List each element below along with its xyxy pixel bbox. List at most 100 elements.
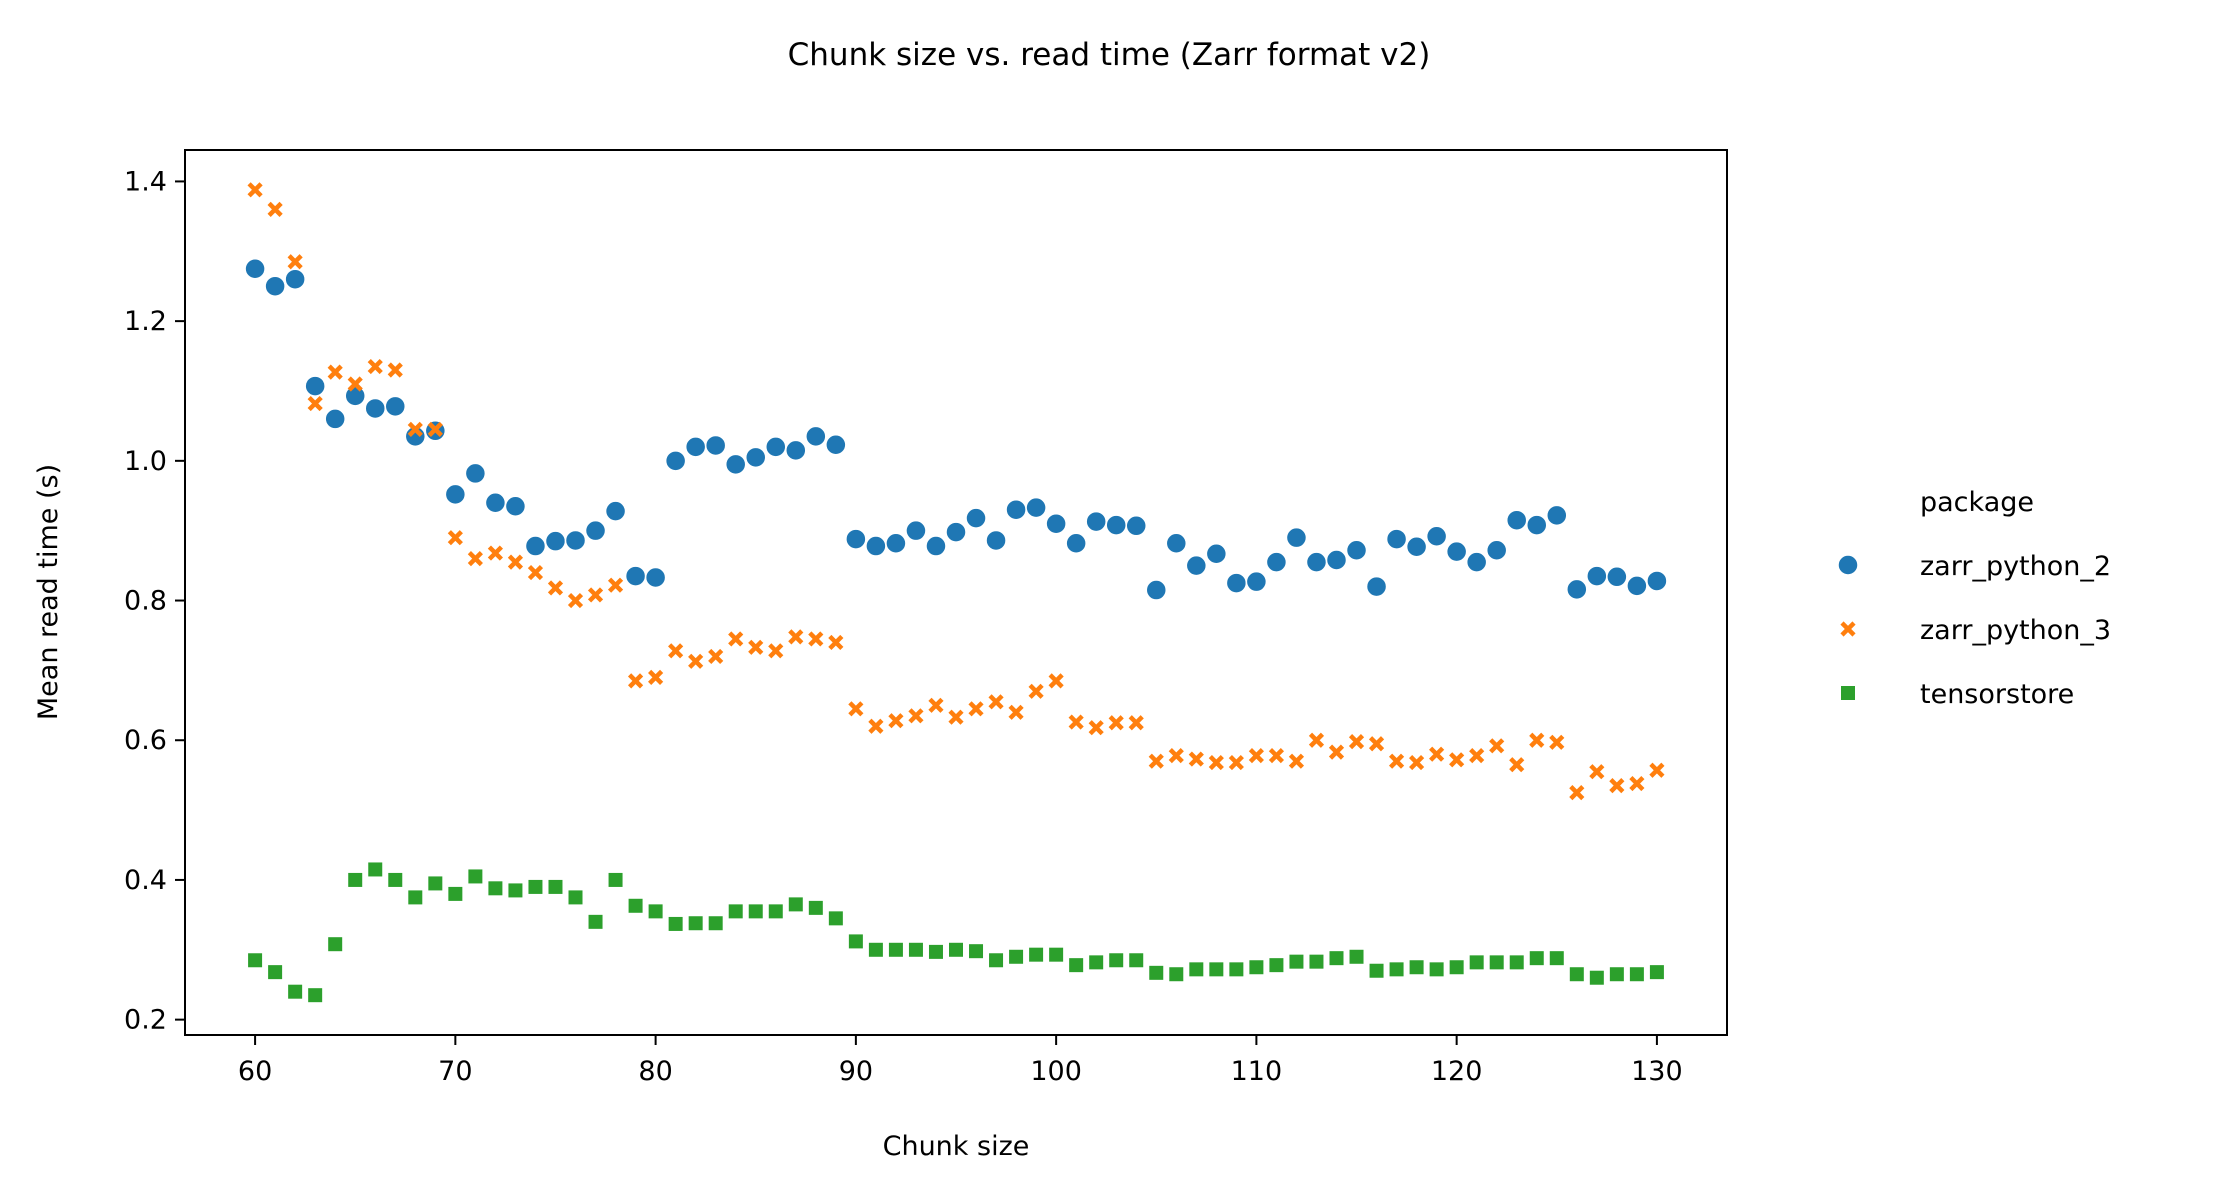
data-point: [1328, 744, 1345, 760]
data-point: [444, 483, 467, 506]
data-point: [1388, 961, 1405, 978]
data-point: [1449, 752, 1465, 768]
data-point: [965, 507, 987, 529]
data-point: [1128, 952, 1145, 969]
data-point: [1526, 514, 1548, 536]
data-point: [708, 648, 724, 665]
data-point: [547, 580, 564, 596]
data-point: [407, 889, 424, 906]
data-point: [1646, 570, 1668, 592]
x-tick-label: 90: [839, 1056, 873, 1087]
data-point: [1508, 954, 1525, 971]
data-point: [264, 275, 286, 297]
data-point: [687, 915, 704, 932]
x-tick-label: 110: [1231, 1056, 1283, 1087]
data-point: [1548, 950, 1565, 967]
data-point: [484, 491, 507, 514]
data-point: [807, 899, 824, 916]
x-axis: 60 70 80 90 100 110 120 130: [238, 1035, 1683, 1087]
data-point: [467, 868, 484, 885]
data-point: [1465, 551, 1488, 573]
data-point: [327, 364, 343, 380]
data-point: [584, 519, 607, 542]
data-point: [1348, 948, 1365, 965]
data-point: [1405, 535, 1428, 558]
data-point: [1569, 785, 1585, 801]
data-point: [1588, 969, 1605, 986]
data-point: [948, 709, 964, 725]
data-point: [1105, 514, 1127, 536]
data-point: [1145, 579, 1168, 601]
data-point: [1606, 566, 1628, 588]
data-point: [1609, 778, 1625, 794]
data-point: [948, 941, 964, 958]
data-point: [304, 375, 326, 397]
x-axis-label: Chunk size: [883, 1131, 1030, 1162]
data-point: [1245, 570, 1268, 593]
data-point: [1208, 961, 1225, 978]
data-point: [704, 434, 727, 457]
data-point: [768, 643, 784, 659]
data-point: [827, 910, 844, 927]
data-point: [785, 439, 807, 462]
data-point: [1368, 736, 1385, 752]
data-point: [1429, 746, 1445, 762]
y-tick-label: 0.2: [124, 1005, 167, 1036]
data-point: [1125, 515, 1147, 537]
data-point: [925, 535, 947, 557]
data-point: [467, 551, 483, 567]
legend-title: package: [1920, 487, 2034, 518]
data-point: [905, 519, 927, 542]
data-point: [1308, 732, 1325, 748]
data-point: [907, 941, 924, 958]
data-point: [1428, 961, 1445, 978]
data-point: [1345, 539, 1368, 561]
data-point: [1168, 748, 1184, 764]
data-point: [1028, 683, 1044, 699]
data-point: [464, 462, 487, 485]
data-point: [1185, 554, 1208, 577]
data-point: [885, 532, 907, 555]
data-point: [1308, 953, 1325, 970]
x-tick-label: 60: [238, 1056, 272, 1087]
data-point: [968, 943, 985, 960]
data-point: [1165, 532, 1188, 555]
data-point: [287, 254, 303, 270]
data-point: [387, 362, 403, 378]
data-point: [347, 871, 364, 888]
data-point: [848, 701, 864, 717]
data-point: [487, 880, 504, 897]
data-point: [1385, 528, 1408, 550]
data-point: [1065, 532, 1087, 555]
series-tensorstore: [247, 861, 1665, 1004]
data-point: [1388, 753, 1405, 769]
data-point: [587, 587, 604, 603]
data-point: [787, 896, 804, 913]
data-point: [1228, 754, 1244, 771]
legend-marker-tensorstore: [1840, 685, 1856, 701]
data-point: [744, 446, 767, 469]
data-point: [244, 257, 266, 280]
data-point: [1509, 757, 1525, 773]
data-point: [627, 897, 644, 914]
data-point: [1248, 959, 1265, 976]
y-tick-label: 0.4: [124, 865, 167, 896]
data-point: [688, 653, 704, 669]
data-point: [988, 694, 1004, 710]
data-point: [567, 889, 584, 906]
data-point: [507, 554, 524, 570]
data-point: [1448, 959, 1465, 976]
data-point: [1546, 504, 1568, 527]
data-point: [728, 631, 744, 647]
y-tick-label: 0.6: [124, 725, 167, 756]
data-point: [587, 913, 604, 930]
data-point: [1445, 540, 1468, 563]
data-point: [1008, 704, 1024, 720]
data-point: [367, 358, 383, 375]
data-point: [1088, 720, 1104, 736]
data-point: [607, 577, 624, 593]
data-point: [684, 436, 707, 458]
data-point: [627, 673, 644, 689]
data-point: [247, 182, 263, 198]
data-point: [748, 639, 764, 655]
